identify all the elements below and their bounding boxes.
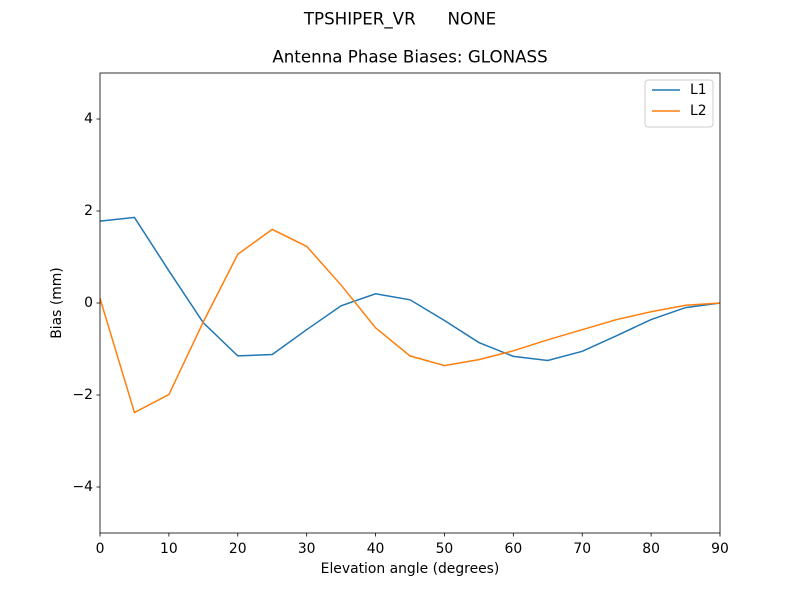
y-tick-label: 2 — [84, 203, 93, 219]
x-tick-label: 20 — [229, 541, 247, 557]
axes-frame — [99, 72, 721, 534]
y-axis-label: Bias (mm) — [49, 267, 65, 338]
x-tick-label: 10 — [160, 541, 178, 557]
x-tick-label: 0 — [96, 541, 105, 557]
suptitle: TPSHIPER_VR NONE — [303, 9, 496, 30]
x-tick-label: 80 — [642, 541, 660, 557]
y-tick-label: 4 — [84, 111, 93, 127]
y-tick-label: −2 — [73, 387, 93, 403]
line-series — [99, 228, 721, 414]
x-tick-label: 60 — [504, 541, 522, 557]
y-tick-label: −4 — [73, 479, 94, 495]
y-tick-label: 0 — [84, 295, 93, 311]
legend-label: L1 — [690, 82, 707, 98]
chart-title: Antenna Phase Biases: GLONASS — [272, 47, 547, 67]
legend-box — [644, 79, 714, 128]
x-tick-label: 70 — [573, 541, 591, 557]
x-tick-label: 50 — [436, 541, 454, 557]
x-tick-label: 30 — [298, 541, 316, 557]
legend-label: L2 — [690, 103, 707, 119]
x-tick-label: 90 — [711, 541, 729, 557]
x-axis-label: Elevation angle (degrees) — [321, 561, 500, 577]
x-tick-label: 40 — [367, 541, 385, 557]
